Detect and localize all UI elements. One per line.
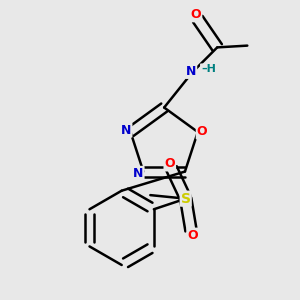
Text: O: O — [197, 125, 207, 139]
Text: O: O — [191, 8, 201, 21]
Text: O: O — [188, 229, 198, 242]
Text: –H: –H — [201, 64, 216, 74]
Text: N: N — [133, 167, 144, 180]
Text: O: O — [164, 158, 175, 170]
Text: S: S — [181, 192, 191, 206]
Text: N: N — [121, 124, 131, 137]
Text: N: N — [186, 65, 196, 78]
